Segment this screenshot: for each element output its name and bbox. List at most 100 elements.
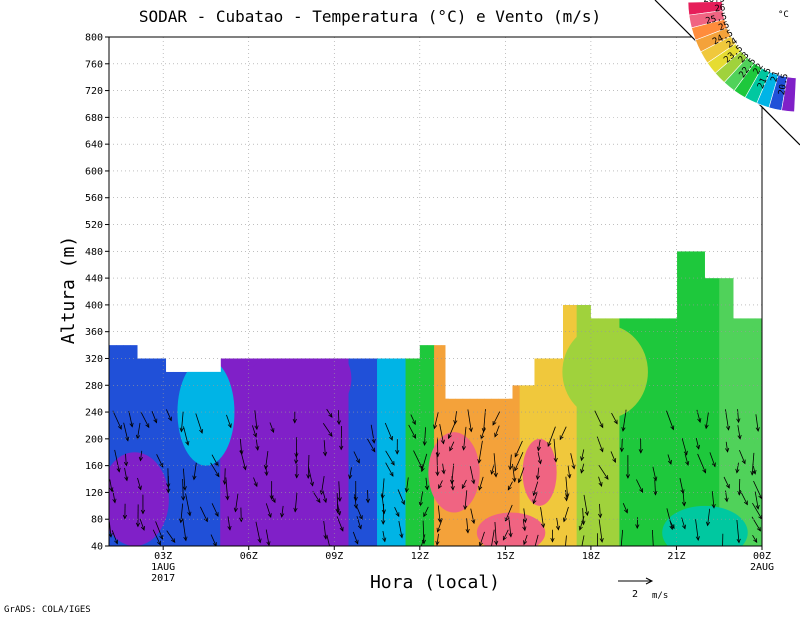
wind-vector — [326, 534, 332, 546]
temperature-band — [662, 318, 670, 546]
wind-vector — [239, 438, 244, 456]
wind-vector — [490, 464, 495, 475]
y-tick-label: 320 — [85, 354, 103, 365]
wind-vector — [437, 505, 442, 523]
temperature-patch — [317, 351, 352, 406]
wind-vector — [294, 437, 299, 458]
wind-vector — [583, 494, 589, 517]
wind-vector — [404, 477, 409, 493]
wind-vector — [739, 449, 746, 465]
wind-vector — [467, 409, 473, 433]
wind-vector — [306, 455, 311, 479]
no-data-region — [562, 37, 592, 305]
wind-vector — [494, 425, 500, 438]
wind-vector — [322, 440, 328, 457]
temperature-band — [377, 358, 385, 546]
wind-vector — [397, 489, 405, 506]
wind-vector — [492, 411, 501, 426]
temperature-band — [669, 318, 678, 546]
wind-vector — [183, 426, 190, 446]
wind-vector — [269, 481, 274, 501]
wind-vector — [356, 516, 362, 530]
y-tick-label: 360 — [85, 327, 103, 338]
wind-vector — [111, 530, 119, 545]
y-tick-label: 120 — [85, 488, 103, 499]
wind-vector — [293, 492, 298, 513]
temperature-patch — [522, 438, 557, 506]
wind-vector — [352, 531, 359, 545]
wind-vector — [622, 503, 628, 514]
wind-vector — [413, 450, 423, 470]
wind-vector — [537, 452, 542, 465]
wind-vector — [336, 410, 341, 426]
temperature-band — [690, 251, 699, 546]
wind-vector — [562, 506, 569, 523]
y-tick-label: 760 — [85, 59, 103, 70]
wind-vector — [752, 534, 758, 544]
wind-vector — [322, 423, 333, 437]
wind-vector — [594, 410, 604, 429]
wind-vector — [535, 467, 540, 481]
temperature-patch — [562, 324, 648, 419]
x-tick-label: 06Z — [240, 551, 258, 562]
wind-vector — [227, 516, 232, 531]
x-axis-label: Hora (local) — [370, 572, 500, 593]
y-tick-label: 520 — [85, 220, 103, 231]
temperature-band — [227, 358, 236, 546]
wind-vector — [353, 481, 358, 502]
wind-vector — [567, 465, 572, 479]
temperature-band — [576, 304, 585, 546]
wind-vector — [353, 494, 358, 509]
wind-vector — [308, 467, 314, 487]
y-tick-label: 560 — [85, 193, 103, 204]
wind-vector — [512, 463, 517, 483]
wind-vector — [666, 508, 674, 531]
wind-vector — [140, 411, 150, 429]
wind-vector — [681, 517, 687, 530]
wind-reference-unit: m/s — [652, 591, 668, 601]
wind-vector — [581, 508, 586, 526]
temperature-band — [369, 358, 378, 546]
wind-vector — [461, 426, 467, 451]
wind-vector — [596, 436, 604, 453]
temperature-band — [512, 385, 521, 546]
wind-vector — [211, 454, 219, 467]
wind-vector — [450, 463, 455, 485]
y-tick-label: 720 — [85, 86, 103, 97]
temperature-band — [270, 358, 278, 546]
wind-vector — [166, 468, 171, 489]
wind-vector — [424, 477, 430, 491]
wind-vector — [210, 462, 220, 478]
wind-vector — [517, 467, 525, 484]
temperature-band — [505, 398, 514, 546]
wind-vector — [477, 440, 483, 464]
wind-vector — [254, 410, 259, 431]
temperature-band — [405, 358, 414, 546]
colorbar-level-label: 25 — [717, 20, 731, 33]
wind-vector — [420, 453, 428, 473]
temperature-band — [419, 345, 428, 546]
wind-vector — [418, 491, 424, 507]
wind-vector — [725, 441, 730, 453]
wind-vector — [435, 437, 440, 458]
wind-vector — [192, 462, 197, 481]
temperature-band — [619, 318, 628, 546]
y-tick-label: 800 — [85, 33, 103, 44]
temperature-band — [583, 304, 592, 546]
wind-vector — [135, 504, 141, 528]
wind-vector — [123, 453, 129, 467]
y-tick-label: 640 — [85, 140, 103, 151]
wind-vector — [737, 425, 742, 440]
temperature-band — [355, 358, 364, 546]
no-data-region — [109, 37, 139, 346]
wind-vector — [723, 476, 730, 489]
colorbar: 26.52625.52524.52423.52322.52221.52120.5… — [654, 0, 800, 146]
wind-vector — [540, 507, 546, 529]
wind-vector — [652, 466, 658, 482]
wind-vector — [580, 449, 585, 462]
wind-vector — [124, 467, 129, 482]
wind-vector — [737, 478, 742, 496]
wind-vector — [421, 520, 426, 545]
temperature-band — [719, 278, 727, 546]
